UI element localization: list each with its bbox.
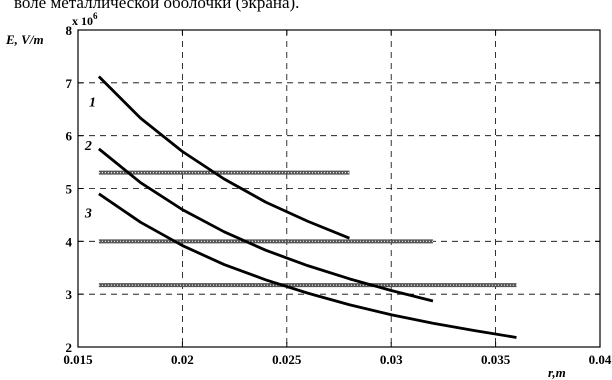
y-tick-label: 4 <box>66 234 73 249</box>
series-line-3 <box>98 192 517 339</box>
x-tick-label: 0.02 <box>171 352 194 367</box>
y-multiplier-base: x 10 <box>72 14 93 28</box>
x-axis-label: r,m <box>548 365 566 380</box>
series-line-2 <box>97 147 434 303</box>
y-tick-label: 6 <box>66 129 73 144</box>
curve-label-3: 3 <box>84 206 92 221</box>
y-multiplier-exp: 6 <box>93 11 98 21</box>
x-tick-label: 0.025 <box>272 352 302 367</box>
series-line-1 <box>97 75 350 240</box>
curve-label-1: 1 <box>89 95 96 110</box>
x-tick-label: 0.035 <box>481 352 511 367</box>
caption-text: воле металлической оболочки (экрана). <box>14 0 300 12</box>
y-tick-label: 7 <box>66 76 73 91</box>
y-multiplier: x 106 <box>72 11 98 28</box>
x-tick-label: 0.015 <box>63 352 93 367</box>
y-axis-label: E, V/m <box>5 32 44 47</box>
curve-label-2: 2 <box>84 139 92 154</box>
x-tick-label: 0.04 <box>589 352 612 367</box>
y-tick-label: 8 <box>66 23 73 38</box>
y-tick-label: 2 <box>66 340 73 355</box>
y-tick-label: 5 <box>66 182 73 197</box>
y-tick-label: 3 <box>66 287 73 302</box>
x-tick-label: 0.03 <box>380 352 403 367</box>
